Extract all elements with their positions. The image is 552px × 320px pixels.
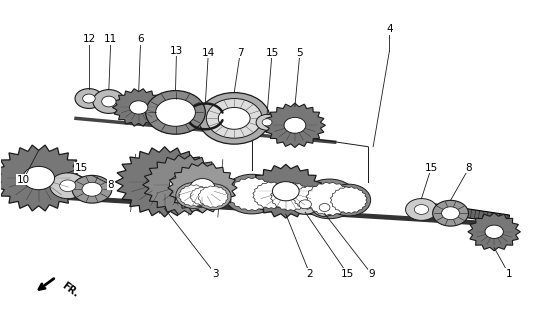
Ellipse shape <box>198 92 270 144</box>
Ellipse shape <box>75 89 103 108</box>
Ellipse shape <box>273 182 299 201</box>
Ellipse shape <box>82 182 102 196</box>
Ellipse shape <box>327 184 371 216</box>
Ellipse shape <box>176 183 211 208</box>
Text: 3: 3 <box>212 269 219 279</box>
Ellipse shape <box>301 179 357 219</box>
Text: 7: 7 <box>237 48 243 58</box>
Ellipse shape <box>93 90 125 113</box>
Ellipse shape <box>267 180 315 213</box>
Text: 10: 10 <box>17 175 30 185</box>
Ellipse shape <box>50 173 86 199</box>
Ellipse shape <box>206 99 262 138</box>
Ellipse shape <box>188 185 219 207</box>
Ellipse shape <box>23 166 55 190</box>
Text: 15: 15 <box>341 269 354 279</box>
Ellipse shape <box>299 200 311 209</box>
Text: 1: 1 <box>506 269 512 279</box>
Text: 11: 11 <box>104 34 118 44</box>
Text: 4: 4 <box>386 24 392 34</box>
Text: FR.: FR. <box>60 281 81 300</box>
Polygon shape <box>428 203 509 224</box>
Polygon shape <box>270 182 311 211</box>
Ellipse shape <box>218 108 250 129</box>
Ellipse shape <box>190 179 215 197</box>
Polygon shape <box>142 155 226 215</box>
Ellipse shape <box>256 114 278 130</box>
Polygon shape <box>293 186 327 209</box>
Ellipse shape <box>147 169 182 194</box>
Polygon shape <box>0 145 84 211</box>
Polygon shape <box>248 164 323 218</box>
Ellipse shape <box>60 180 76 192</box>
Ellipse shape <box>130 101 148 114</box>
Polygon shape <box>115 147 214 217</box>
Text: 14: 14 <box>201 48 215 58</box>
Polygon shape <box>306 182 353 215</box>
Ellipse shape <box>156 99 195 126</box>
Ellipse shape <box>146 91 205 134</box>
Text: 15: 15 <box>424 163 438 173</box>
Polygon shape <box>253 182 290 209</box>
Text: 6: 6 <box>137 34 144 44</box>
Ellipse shape <box>291 194 319 214</box>
Text: 12: 12 <box>82 34 95 44</box>
Ellipse shape <box>433 200 469 226</box>
Ellipse shape <box>319 204 330 212</box>
Polygon shape <box>113 89 165 126</box>
Ellipse shape <box>195 184 231 210</box>
Polygon shape <box>190 187 217 205</box>
Ellipse shape <box>262 119 272 126</box>
Text: 9: 9 <box>368 269 375 279</box>
Ellipse shape <box>290 184 330 212</box>
Text: 8: 8 <box>108 180 114 190</box>
Polygon shape <box>331 187 367 213</box>
Ellipse shape <box>250 180 293 211</box>
Text: 2: 2 <box>306 269 313 279</box>
Ellipse shape <box>284 117 306 133</box>
Ellipse shape <box>406 199 437 220</box>
Ellipse shape <box>169 174 200 196</box>
Polygon shape <box>179 185 209 206</box>
Ellipse shape <box>415 204 429 214</box>
Text: 5: 5 <box>296 48 303 58</box>
Polygon shape <box>168 163 237 213</box>
Ellipse shape <box>485 225 503 238</box>
Ellipse shape <box>102 96 116 107</box>
Ellipse shape <box>72 175 112 203</box>
Text: 13: 13 <box>170 46 183 56</box>
Text: 15: 15 <box>266 48 279 58</box>
Ellipse shape <box>312 199 337 216</box>
Ellipse shape <box>442 207 459 220</box>
Text: 15: 15 <box>75 163 88 173</box>
Polygon shape <box>229 178 275 211</box>
Text: 8: 8 <box>466 163 473 173</box>
Polygon shape <box>468 213 521 251</box>
Polygon shape <box>198 186 228 207</box>
Polygon shape <box>264 103 326 148</box>
Ellipse shape <box>224 174 280 214</box>
Ellipse shape <box>83 94 95 103</box>
